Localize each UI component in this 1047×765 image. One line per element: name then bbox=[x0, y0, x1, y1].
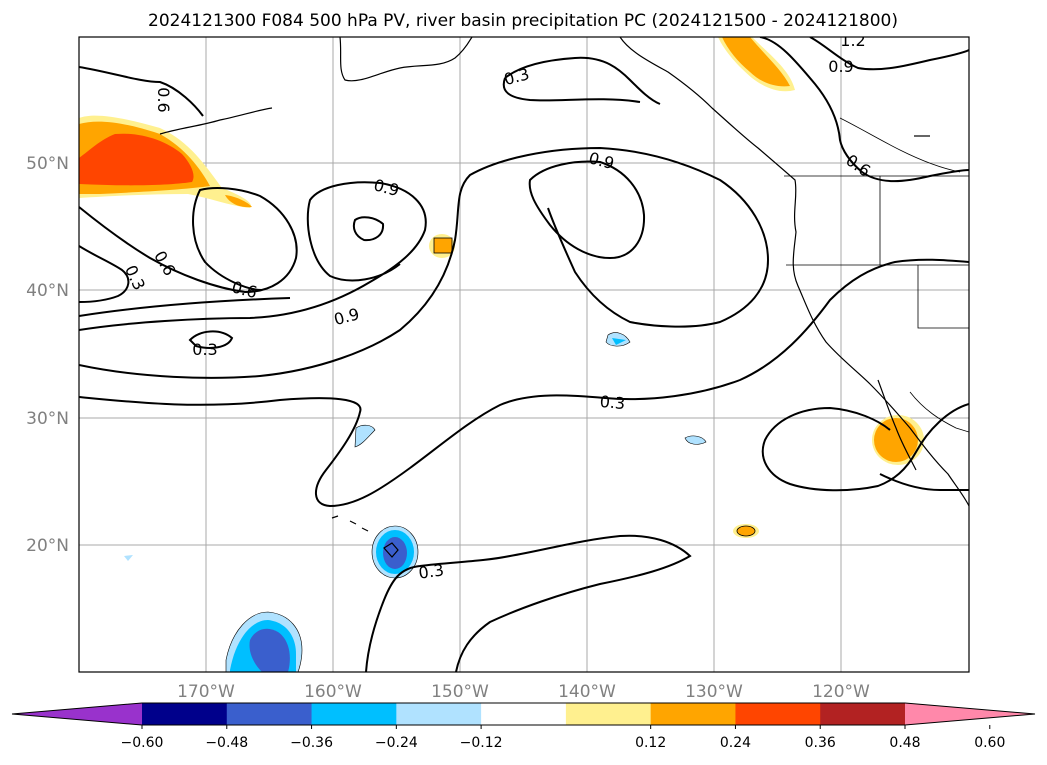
lat-tick-50n: 50°N bbox=[26, 154, 69, 174]
lon-tick-160w: 160°W bbox=[304, 682, 362, 702]
lon-tick-170w: 170°W bbox=[177, 682, 235, 702]
hawaii-islands bbox=[331, 515, 369, 532]
alaska-coast bbox=[339, 37, 473, 82]
latitude-tick-labels: 50°N 40°N 30°N 20°N bbox=[26, 154, 69, 556]
coastlines bbox=[159, 37, 969, 558]
precip-blob-nw-red bbox=[79, 133, 194, 186]
contour-central-0.9 bbox=[79, 181, 427, 331]
contour-west-0.3 bbox=[79, 245, 130, 303]
contour-baja-0.3 bbox=[761, 403, 969, 492]
pv-contours bbox=[79, 37, 969, 672]
contour-nw-0.9 bbox=[79, 66, 204, 117]
hawaii-big-island bbox=[383, 542, 399, 558]
lon-tick-120w: 120°W bbox=[812, 682, 870, 702]
precip-neg-blob-1-core bbox=[612, 338, 626, 345]
contour-label-12: 0.3 bbox=[192, 340, 217, 359]
lon-tick-130w: 130°W bbox=[685, 682, 743, 702]
contour-small-0.9 bbox=[188, 330, 234, 349]
contour-label-1: 1.2 bbox=[840, 31, 865, 50]
colorbar-tick-label: −0.48 bbox=[205, 735, 248, 751]
precip-shading bbox=[79, 37, 924, 672]
contour-ne-0.9 bbox=[809, 37, 969, 71]
precip-neg-blob-4 bbox=[124, 555, 133, 561]
political-borders bbox=[784, 117, 969, 433]
map-title: 2024121300 F084 500 hPa PV, river basin … bbox=[148, 11, 898, 31]
contour-enclosed-0.9 bbox=[528, 160, 646, 260]
lat-tick-40n: 40°N bbox=[26, 281, 69, 301]
contour-label-7: 0.6 bbox=[154, 87, 173, 112]
colorbar-tick-label: −0.24 bbox=[375, 735, 418, 751]
colorbar-tick-label: −0.60 bbox=[121, 735, 164, 751]
lat-tick-30n: 30°N bbox=[26, 409, 69, 429]
colorbar-segment bbox=[650, 703, 736, 725]
lon-tick-140w: 140°W bbox=[558, 682, 616, 702]
contour-west-0.6-upper bbox=[79, 297, 291, 317]
baja-coast bbox=[877, 379, 917, 471]
longitude-tick-labels: 170°W 160°W 150°W 140°W 130°W 120°W bbox=[177, 682, 870, 702]
colorbar: −0.60 −0.48 −0.36 −0.24 −0.12 0.12 0.24 0.36 0.4… bbox=[11, 702, 1036, 751]
contour-main-0.3 bbox=[79, 258, 969, 508]
colorbar-tick-label: −0.12 bbox=[460, 735, 503, 751]
colorbar-segment bbox=[396, 703, 482, 725]
precip-neg-blob-3 bbox=[354, 424, 376, 448]
contour-label-13: 0.3 bbox=[599, 392, 626, 413]
precip-blob-mid-orange bbox=[433, 237, 453, 254]
colorbar-extend-low bbox=[12, 703, 142, 725]
map-frame bbox=[78, 36, 970, 673]
na-coast bbox=[619, 37, 969, 507]
lon-tick-150w: 150°W bbox=[431, 682, 489, 702]
colorbar-extend-high bbox=[905, 703, 1035, 725]
mexico-border bbox=[909, 391, 969, 433]
graticule bbox=[79, 37, 969, 672]
precip-neg-south-core bbox=[249, 628, 290, 672]
precip-blob-bc-orange bbox=[722, 37, 790, 87]
colorbar-segment bbox=[820, 703, 906, 725]
contour-west-0.6 bbox=[79, 187, 298, 294]
map-panel: 1.2 0.3 0.9 0.6 0.9 0.9 0.6 0.3 0.6 0.6 … bbox=[78, 31, 970, 673]
precip-neg-blob-2 bbox=[684, 435, 707, 445]
us-state-borders bbox=[786, 176, 969, 329]
contour-baja-lower bbox=[879, 473, 969, 491]
contour-label-14: 0.3 bbox=[417, 560, 445, 582]
colorbar-segment bbox=[735, 703, 821, 725]
colorbar-segment bbox=[565, 703, 652, 725]
colorbar-tick-label: 0.48 bbox=[889, 735, 920, 751]
canada-border bbox=[839, 117, 961, 173]
precip-blob-small-orange bbox=[736, 525, 756, 537]
precip-blob-baja-orange bbox=[874, 418, 918, 462]
contour-south-0.3 bbox=[365, 534, 692, 672]
aleutians bbox=[159, 107, 273, 135]
colorbar-segment bbox=[142, 703, 228, 725]
colorbar-tick-label: −0.36 bbox=[290, 735, 333, 751]
colorbar-segment bbox=[481, 703, 567, 725]
colorbar-segment bbox=[311, 703, 397, 725]
colorbar-tick-label: 0.36 bbox=[805, 735, 836, 751]
colorbar-tick-label: 0.12 bbox=[635, 735, 666, 751]
lat-tick-20n: 20°N bbox=[26, 536, 69, 556]
contour-north-0.3 bbox=[502, 56, 661, 105]
contour-ne-0.6 bbox=[759, 37, 969, 183]
map-background bbox=[79, 37, 969, 672]
colorbar-segment bbox=[226, 703, 313, 725]
colorbar-tick-label: 0.24 bbox=[720, 735, 751, 751]
colorbar-tick-label: 0.60 bbox=[974, 735, 1005, 751]
contour-main-0.6 bbox=[79, 146, 770, 379]
contour-small-ring bbox=[352, 216, 385, 242]
precip-blob-nw-tail bbox=[225, 195, 252, 208]
contour-label-3: 0.9 bbox=[828, 57, 853, 76]
